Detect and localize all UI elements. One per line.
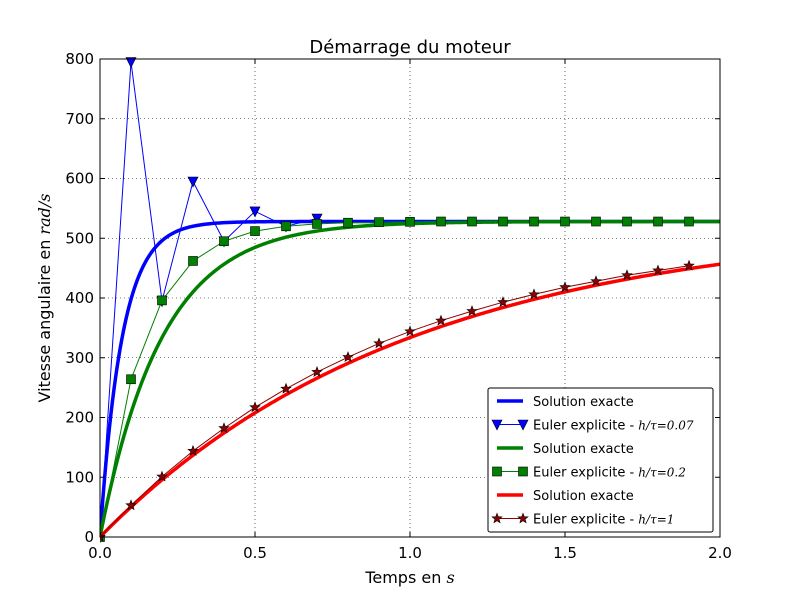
data-point	[188, 256, 198, 266]
legend-label-text: Euler explicite -	[533, 513, 638, 528]
data-point	[683, 259, 695, 271]
legend-label: Solution exacte	[533, 489, 634, 504]
y-tick-label: 800	[65, 50, 94, 68]
legend-label: Euler explicite - h/τ=1	[533, 513, 674, 528]
y-tick-label: 700	[65, 110, 94, 128]
y-tick-label: 500	[65, 229, 94, 247]
data-point	[621, 269, 633, 281]
legend-label-math: h/τ=1	[638, 513, 674, 527]
series-4	[100, 262, 720, 539]
legend-label-text: Euler explicite -	[533, 466, 638, 481]
data-point	[497, 296, 509, 308]
data-point	[126, 374, 136, 385]
data-point	[684, 216, 694, 227]
x-tick-label: 2.0	[708, 544, 732, 562]
y-tick-label: 600	[65, 170, 94, 188]
legend-marker	[492, 466, 502, 477]
data-point	[312, 219, 322, 229]
euler-line	[100, 221, 689, 538]
legend-marker	[517, 419, 529, 431]
y-tick-label: 200	[65, 409, 94, 427]
data-point	[249, 401, 261, 413]
data-point	[374, 217, 384, 227]
data-point	[653, 216, 663, 227]
data-point	[311, 366, 323, 377]
data-point	[435, 314, 447, 326]
legend-label-text: Euler explicite -	[533, 419, 638, 434]
data-point	[436, 216, 446, 227]
legend-marker	[491, 512, 503, 524]
legend-label-math: h/τ=0.2	[638, 466, 686, 480]
data-point	[652, 264, 664, 276]
x-tick-label: 1.0	[398, 544, 422, 562]
y-tick-label: 0	[84, 528, 94, 546]
y-axis-label: Vitesse angulaire en rad/s	[35, 194, 54, 403]
data-point	[466, 305, 478, 317]
data-point	[498, 216, 508, 227]
legend: Solution exacte Euler explicite - h/τ=0.0…	[487, 387, 714, 533]
euler-line	[100, 265, 690, 538]
legend-label: Euler explicite - h/τ=0.2	[533, 466, 686, 481]
data-point	[218, 422, 230, 434]
data-point	[281, 221, 291, 232]
data-point	[404, 325, 416, 337]
x-axis-label: Temps en s	[364, 568, 454, 587]
legend-label: Solution exacte	[533, 395, 634, 410]
data-point	[591, 216, 601, 227]
data-point	[622, 216, 632, 227]
data-point	[529, 216, 539, 227]
legend-marker	[491, 419, 503, 431]
data-point	[373, 337, 385, 349]
exact-solution-line	[100, 262, 720, 539]
data-point	[157, 295, 167, 306]
ticks: 0.0 0.5 1.0 1.5 2.0 0 100 200 300 400 500 600 700 800	[65, 50, 732, 562]
legend-box	[487, 387, 714, 533]
data-point	[187, 176, 199, 188]
data-point	[156, 470, 168, 482]
data-point	[125, 57, 137, 69]
legend-marker	[518, 466, 528, 477]
data-point	[187, 444, 199, 456]
data-point	[467, 216, 477, 227]
y-axis-label-math: rad/s	[35, 194, 54, 235]
series-layer	[100, 57, 720, 543]
legend-marker	[517, 512, 529, 524]
x-axis-label-text: Temps en	[364, 568, 446, 587]
x-axis-label-math: s	[446, 568, 454, 587]
data-point	[250, 226, 260, 236]
data-point	[342, 351, 354, 363]
data-point	[343, 217, 353, 228]
data-point	[311, 213, 323, 225]
chart-title: Démarrage du moteur	[309, 37, 511, 58]
data-point	[590, 275, 602, 287]
x-tick-label: 0.0	[88, 544, 112, 562]
data-point	[559, 281, 571, 293]
euler-line	[100, 61, 318, 538]
data-point	[219, 236, 229, 247]
y-tick-label: 300	[65, 349, 94, 367]
y-tick-label: 100	[65, 468, 94, 486]
data-point	[125, 499, 137, 511]
y-tick-label: 400	[65, 289, 94, 307]
x-tick-label: 1.5	[553, 544, 577, 562]
data-point	[528, 288, 540, 300]
legend-label: Solution exacte	[533, 442, 634, 457]
data-point	[249, 206, 261, 218]
legend-label-math: h/τ=0.07	[638, 419, 694, 433]
data-point	[560, 216, 570, 227]
data-point	[280, 382, 292, 394]
data-point	[405, 217, 415, 227]
x-tick-label: 0.5	[243, 544, 267, 562]
series-3	[100, 216, 694, 542]
legend-label: Euler explicite - h/τ=0.07	[533, 419, 694, 434]
y-axis-label-text: Vitesse angulaire en	[35, 235, 54, 403]
